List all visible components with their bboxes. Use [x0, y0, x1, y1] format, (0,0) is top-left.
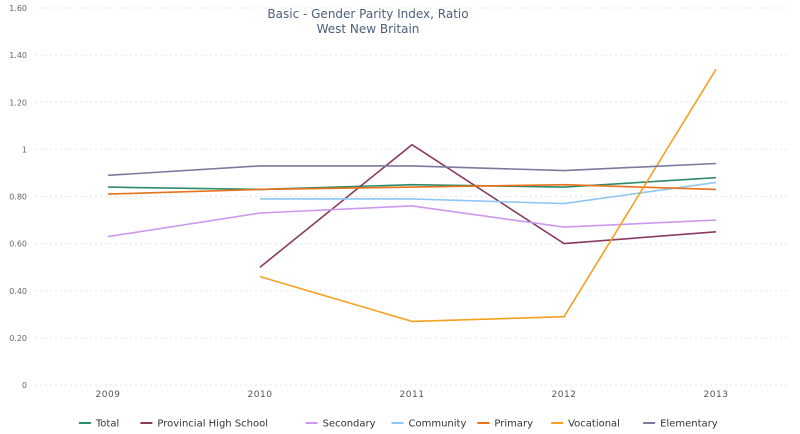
legend-item-provincial-high-school[interactable]: Provincial High School: [140, 419, 268, 430]
legend-label: Community: [409, 419, 467, 430]
y-tick-label: 0.80: [9, 193, 27, 202]
x-tick-label: 2010: [248, 390, 273, 400]
legend[interactable]: Total Provincial High School Secondary Comm…: [78, 419, 718, 430]
legend-label: Vocational: [568, 419, 620, 430]
legend-item-primary[interactable]: Primary: [477, 419, 533, 430]
y-tick-label: 0: [22, 381, 27, 390]
legend-label: Provincial High School: [157, 419, 268, 430]
legend-item-community[interactable]: Community: [391, 419, 467, 430]
x-tick-label: 2011: [400, 390, 425, 400]
legend-label: Secondary: [323, 419, 376, 430]
series-line-secondary: [107, 205, 717, 238]
grid: [35, 7, 790, 386]
y-tick-label: 0.20: [9, 334, 27, 343]
series-line-total: [107, 176, 717, 191]
chart-title: Basic - Gender Parity Index, Ratio: [267, 7, 468, 21]
x-tick-label: 2012: [552, 390, 577, 400]
legend-label: Elementary: [660, 419, 718, 430]
y-tick-label: 1.60: [9, 4, 27, 13]
series-line-vocational: [259, 68, 717, 323]
x-axis-ticks: 2009 2010 2011 2012 2013: [96, 390, 729, 400]
series-line-primary: [107, 183, 717, 195]
series-line-provincial-high-school: [259, 143, 717, 268]
x-tick-label: 2013: [704, 390, 729, 400]
y-tick-label: 1: [22, 145, 27, 154]
x-tick-label: 2009: [96, 390, 121, 400]
y-axis-ticks: 0 0.20 0.40 0.60 0.80 1 1.20 1.40 1.60: [9, 4, 27, 390]
y-tick-label: 1.40: [9, 51, 27, 60]
legend-item-elementary[interactable]: Elementary: [643, 419, 718, 430]
legend-item-vocational[interactable]: Vocational: [551, 419, 620, 430]
y-tick-label: 0.40: [9, 287, 27, 296]
series-line-elementary: [107, 162, 717, 177]
y-tick-label: 1.20: [9, 98, 27, 107]
legend-label: Total: [95, 419, 119, 430]
legend-item-total[interactable]: Total: [78, 419, 119, 430]
chart-subtitle: West New Britain: [317, 22, 420, 36]
y-tick-label: 0.60: [9, 240, 27, 249]
series-lines: [107, 68, 717, 323]
legend-item-secondary[interactable]: Secondary: [305, 419, 376, 430]
legend-label: Primary: [494, 419, 533, 430]
